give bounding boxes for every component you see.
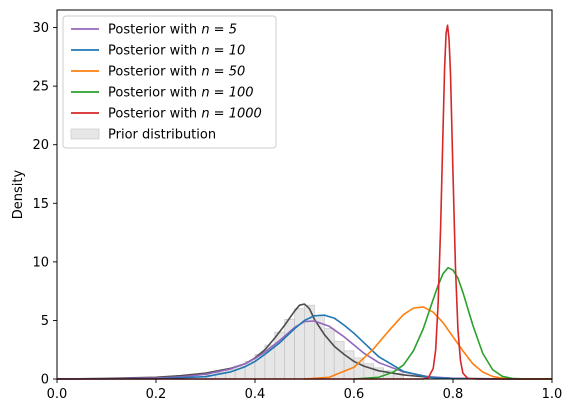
legend-entry-label: Posterior with n = 5 bbox=[108, 23, 237, 38]
y-tick-label: 25 bbox=[32, 80, 49, 95]
prior-histogram bbox=[205, 304, 404, 380]
y-tick-label: 15 bbox=[32, 197, 49, 212]
legend-entry-label: Posterior with n = 1000 bbox=[108, 107, 262, 122]
y-tick-label: 20 bbox=[32, 138, 49, 153]
legend-entry-label: Posterior with n = 100 bbox=[108, 86, 254, 101]
prior-histogram-bar bbox=[294, 308, 305, 380]
plot-frame bbox=[56, 9, 553, 380]
series-line-2 bbox=[56, 314, 553, 380]
legend-box bbox=[62, 15, 277, 149]
legend-entry-label: Posterior with n = 50 bbox=[108, 65, 245, 80]
prior-curve bbox=[56, 303, 553, 380]
x-tick-label: 0.8 bbox=[443, 387, 464, 402]
y-axis: 0 5 10 15 20 25 30 bbox=[32, 21, 57, 388]
x-tick-label: 0.0 bbox=[47, 387, 68, 402]
series-lines bbox=[56, 24, 553, 380]
x-tick-label: 1.0 bbox=[542, 387, 563, 402]
series-line-5 bbox=[57, 24, 552, 380]
x-tick-label: 0.4 bbox=[245, 387, 266, 402]
y-tick-label: 5 bbox=[41, 314, 49, 329]
y-tick-label: 10 bbox=[32, 255, 49, 270]
series-line-4 bbox=[353, 266, 552, 380]
prior-histogram-bar bbox=[314, 315, 325, 380]
x-tick-label: 0.2 bbox=[146, 387, 167, 402]
legend-entry-label: Prior distribution bbox=[108, 128, 216, 143]
y-tick-label: 30 bbox=[32, 21, 49, 36]
y-tick-label: 0 bbox=[41, 373, 49, 388]
x-axis: 0.0 0.2 0.4 0.6 0.8 1.0 bbox=[47, 379, 563, 402]
prior-curve-line bbox=[56, 303, 553, 380]
prior-histogram-bar bbox=[353, 357, 365, 380]
x-tick-label: 0.6 bbox=[344, 387, 365, 402]
legend: Posterior with n = 5 Posterior with n = 1… bbox=[62, 15, 277, 149]
y-axis-label: Density bbox=[11, 169, 26, 219]
legend-swatch-prior bbox=[70, 128, 100, 140]
legend-entry-label: Posterior with n = 10 bbox=[108, 44, 245, 59]
